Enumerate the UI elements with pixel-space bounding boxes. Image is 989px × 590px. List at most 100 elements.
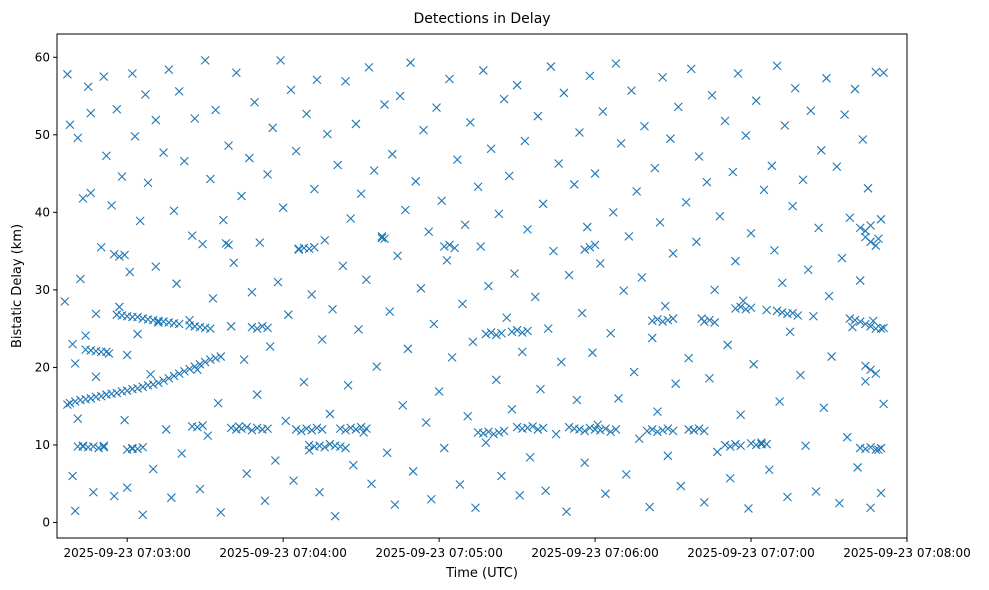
- y-tick-label: 60: [35, 50, 50, 64]
- data-point-marker: [741, 304, 751, 314]
- data-point-marker: [879, 323, 888, 333]
- data-point-marker: [595, 259, 605, 268]
- data-point-marker: [499, 94, 509, 104]
- data-point-marker: [746, 228, 756, 238]
- data-point-marker: [788, 201, 798, 211]
- data-point-marker: [601, 489, 610, 499]
- data-point-marker: [299, 377, 309, 387]
- data-point-marker: [252, 390, 262, 399]
- data-point-marker: [538, 423, 548, 433]
- data-point-marker: [143, 178, 153, 188]
- data-point-marker: [174, 369, 184, 379]
- data-point-marker: [226, 321, 236, 331]
- data-point-marker: [169, 371, 179, 381]
- data-point-marker: [874, 234, 883, 244]
- data-point-marker: [174, 319, 184, 329]
- data-point-marker: [541, 486, 551, 496]
- data-point-marker: [304, 440, 314, 450]
- data-point-marker: [211, 105, 220, 115]
- data-point-marker: [647, 425, 657, 434]
- data-point-marker: [494, 428, 504, 437]
- data-point-marker: [341, 76, 350, 86]
- data-point-marker: [845, 314, 855, 323]
- data-point-marker: [309, 184, 319, 194]
- data-point-marker: [99, 441, 109, 451]
- data-point-marker: [416, 283, 426, 293]
- data-point-marker: [276, 55, 285, 65]
- data-point-marker: [671, 379, 681, 389]
- data-point-marker: [242, 469, 252, 479]
- data-point-marker: [585, 242, 595, 252]
- data-point-marker: [218, 215, 228, 225]
- data-point-marker: [312, 75, 322, 85]
- data-point-marker: [460, 220, 470, 230]
- data-point-marker: [247, 322, 257, 332]
- data-point-marker: [772, 306, 782, 316]
- data-point-marker: [751, 96, 761, 106]
- data-point-marker: [114, 252, 124, 261]
- data-point-marker: [585, 423, 595, 433]
- data-point-marker: [452, 155, 462, 165]
- data-point-marker: [109, 249, 119, 259]
- data-point-marker: [380, 100, 389, 109]
- y-tick-label: 30: [35, 283, 50, 297]
- data-point-marker: [710, 285, 720, 295]
- data-point-marker: [442, 256, 452, 265]
- data-point-marker: [866, 321, 875, 331]
- data-point-marker: [203, 431, 213, 441]
- data-point-marker: [263, 424, 272, 434]
- data-point-marker: [606, 328, 616, 338]
- data-point-marker: [148, 380, 158, 389]
- x-tick-label: 2025-09-23 07:06:00: [531, 546, 658, 560]
- data-point-marker: [546, 62, 556, 71]
- y-tick-label: 0: [42, 515, 50, 529]
- data-point-marker: [588, 348, 597, 358]
- data-point-marker: [551, 429, 561, 439]
- data-point-marker: [224, 240, 233, 250]
- data-point-marker: [523, 326, 532, 336]
- data-point-marker: [351, 119, 361, 129]
- data-point-marker: [338, 261, 348, 271]
- data-point-marker: [304, 244, 314, 254]
- data-point-marker: [850, 84, 860, 94]
- data-point-marker: [333, 160, 343, 170]
- data-point-marker: [78, 193, 88, 203]
- data-point-marker: [720, 440, 730, 450]
- data-point-marker: [437, 196, 447, 206]
- data-point-marker: [611, 425, 621, 434]
- data-point-marker: [151, 115, 161, 125]
- data-point-marker: [580, 426, 590, 436]
- data-point-marker: [809, 311, 818, 321]
- data-point-marker: [356, 422, 366, 432]
- data-point-marker: [598, 107, 608, 116]
- data-point-marker: [148, 464, 158, 474]
- data-point-marker: [874, 445, 883, 454]
- data-point-marker: [380, 234, 389, 244]
- data-point-marker: [855, 276, 865, 285]
- data-point-marker: [538, 199, 548, 209]
- data-point-marker: [684, 353, 694, 363]
- data-point-marker: [731, 304, 740, 313]
- data-point-marker: [525, 452, 535, 462]
- data-point-marker: [146, 370, 155, 379]
- data-point-marker: [229, 258, 239, 268]
- data-point-marker: [676, 481, 686, 491]
- x-tick-label: 2025-09-23 07:08:00: [843, 546, 970, 560]
- data-point-marker: [439, 242, 449, 251]
- data-point-marker: [270, 456, 280, 465]
- data-point-marker: [783, 492, 792, 502]
- data-point-marker: [780, 121, 790, 130]
- data-point-marker: [491, 375, 501, 385]
- data-point-marker: [593, 420, 603, 430]
- data-point-marker: [122, 483, 132, 492]
- data-point-marker: [861, 376, 870, 386]
- data-point-marker: [255, 238, 265, 247]
- data-point-marker: [65, 120, 75, 130]
- data-point-marker: [283, 310, 293, 320]
- data-point-marker: [83, 82, 93, 92]
- data-point-marker: [200, 357, 210, 367]
- data-point-marker: [868, 316, 878, 326]
- data-point-marker: [520, 136, 530, 146]
- data-point-marker: [515, 490, 525, 500]
